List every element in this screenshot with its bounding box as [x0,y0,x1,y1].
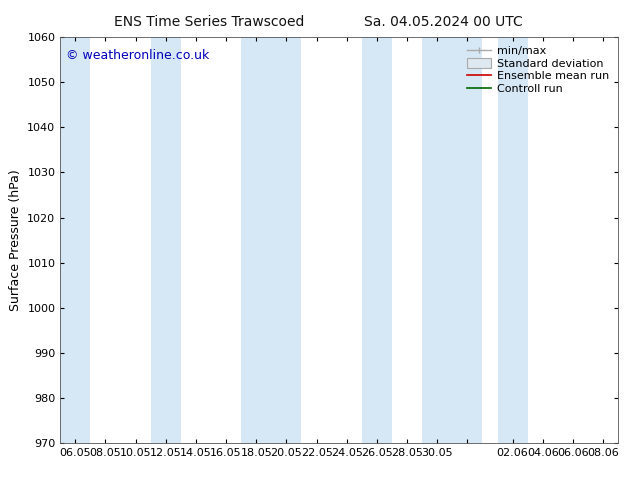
Text: © weatheronline.co.uk: © weatheronline.co.uk [66,49,209,62]
Y-axis label: Surface Pressure (hPa): Surface Pressure (hPa) [9,169,22,311]
Bar [498,37,527,443]
Bar [151,37,181,443]
Text: ENS Time Series Trawscoed: ENS Time Series Trawscoed [114,15,304,29]
Legend: min/max, Standard deviation, Ensemble mean run, Controll run: min/max, Standard deviation, Ensemble me… [463,42,612,98]
Bar [60,37,91,443]
Bar [241,37,302,443]
Bar [422,37,482,443]
Bar [362,37,392,443]
Text: Sa. 04.05.2024 00 UTC: Sa. 04.05.2024 00 UTC [365,15,523,29]
